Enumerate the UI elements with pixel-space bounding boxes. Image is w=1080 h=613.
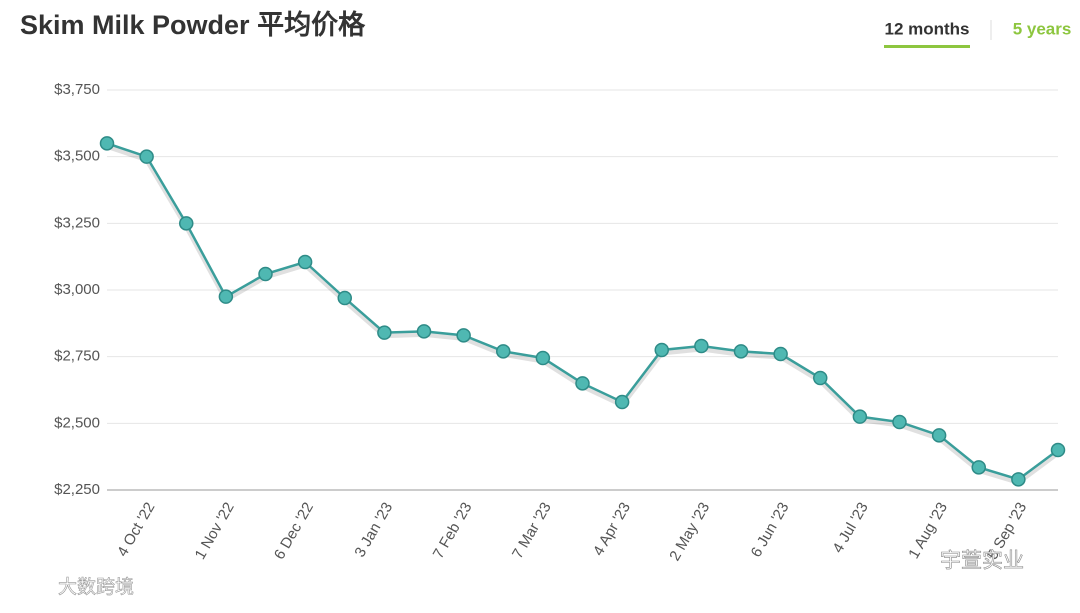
x-tick-label: 3 Jan '23 xyxy=(351,499,396,560)
x-tick-label: 6 Dec '22 xyxy=(271,499,317,562)
y-tick-label: $3,250 xyxy=(54,214,100,231)
marker xyxy=(99,136,115,151)
marker xyxy=(218,289,234,304)
marker xyxy=(496,344,511,359)
marker xyxy=(179,216,194,231)
watermark: 大数跨境 xyxy=(58,576,134,598)
marker xyxy=(733,344,749,359)
x-tick-label: 2 May '23 xyxy=(666,499,713,563)
marker xyxy=(852,409,868,424)
x-tick-label: 1 Nov '22 xyxy=(192,499,238,562)
tab-5-years[interactable]: 5 years xyxy=(1013,19,1072,38)
y-tick-label: $2,250 xyxy=(54,481,100,498)
marker xyxy=(337,290,352,306)
marker xyxy=(971,460,986,475)
y-tick-label: $2,500 xyxy=(54,414,100,431)
marker xyxy=(614,394,630,410)
marker xyxy=(297,254,313,270)
x-tick-label: 4 Jul '23 xyxy=(829,499,871,555)
chart-title: Skim Milk Powder 平均价格 xyxy=(20,10,366,40)
y-tick-label: $3,750 xyxy=(54,81,100,98)
y-tick-label: $3,000 xyxy=(54,281,100,298)
x-tick-label: 7 Mar '23 xyxy=(509,499,555,561)
x-tick-label: 7 Feb '23 xyxy=(430,499,476,561)
marker xyxy=(892,414,907,430)
marker xyxy=(456,328,471,343)
marker xyxy=(1011,472,1026,487)
marker xyxy=(931,428,947,443)
tab-underline xyxy=(884,45,970,48)
marker xyxy=(813,370,828,386)
marker xyxy=(416,324,432,339)
x-tick-label: 6 Jun '23 xyxy=(748,499,793,560)
line-shadow xyxy=(106,143,1060,486)
marker xyxy=(1050,442,1066,458)
marker xyxy=(535,350,551,366)
tab-12-months[interactable]: 12 months xyxy=(884,19,969,38)
y-tick-label: $2,750 xyxy=(54,348,100,365)
marker xyxy=(694,338,709,354)
marker xyxy=(377,325,392,340)
watermark: 宇萱实业 xyxy=(940,550,1024,573)
marker xyxy=(654,342,669,358)
x-tick-label: 4 Apr '23 xyxy=(590,499,634,558)
x-tick-label: 4 Oct '22 xyxy=(114,499,159,559)
marker xyxy=(139,149,154,164)
marker xyxy=(258,266,273,282)
y-tick-label: $3,500 xyxy=(54,148,100,165)
marker xyxy=(575,376,590,391)
marker xyxy=(773,346,788,362)
